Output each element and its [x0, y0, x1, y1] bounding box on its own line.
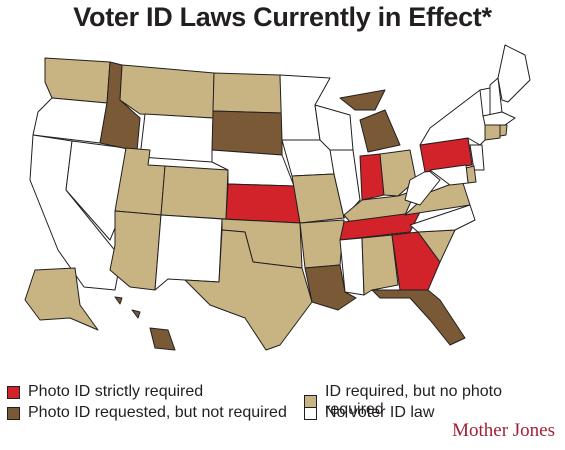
state-la [304, 264, 357, 311]
brand-logo: Mother Jones [452, 420, 555, 441]
state-wy [139, 113, 214, 163]
state-nd [212, 72, 283, 114]
state-ct [484, 124, 501, 141]
state-tx [184, 229, 313, 351]
state-al [361, 234, 399, 296]
state-ak [24, 267, 99, 331]
legend-label: No voter ID law [325, 404, 435, 421]
state-fl [371, 289, 466, 346]
legend-photo-required: Photo ID strictly required [7, 383, 203, 401]
state-ga [391, 231, 441, 291]
legend-swatch [7, 385, 20, 399]
legend-label: Photo ID requested, but not required [28, 404, 287, 421]
state-nc [409, 204, 476, 233]
state-nm [154, 214, 223, 291]
state-co [160, 165, 229, 220]
state-wa [44, 57, 111, 104]
state-nj [469, 144, 485, 171]
legend-no-law: No voter ID law [304, 404, 434, 422]
state-ar [299, 219, 345, 269]
state-md [429, 164, 469, 186]
state-mi [339, 89, 401, 153]
state-oh [379, 149, 417, 197]
state-ks [225, 183, 301, 224]
state-sd [211, 110, 283, 156]
legend-id-required: ID required, but no photo required [304, 383, 565, 419]
state-tn [339, 211, 421, 241]
legend-swatch [304, 406, 317, 420]
legend-photo-requested: Photo ID requested, but not required [7, 404, 287, 422]
legend-label: Photo ID strictly required [28, 383, 204, 400]
state-ri [499, 124, 508, 137]
legend-swatch [7, 406, 20, 420]
state-ma [482, 111, 516, 126]
state-mt [119, 64, 215, 119]
page-title: Voter ID Laws Currently in Effect* [73, 2, 492, 32]
legend-label: ID required, but no photo required [325, 383, 503, 418]
state-hi [114, 296, 176, 351]
state-or [32, 97, 108, 144]
state-me [497, 44, 531, 103]
